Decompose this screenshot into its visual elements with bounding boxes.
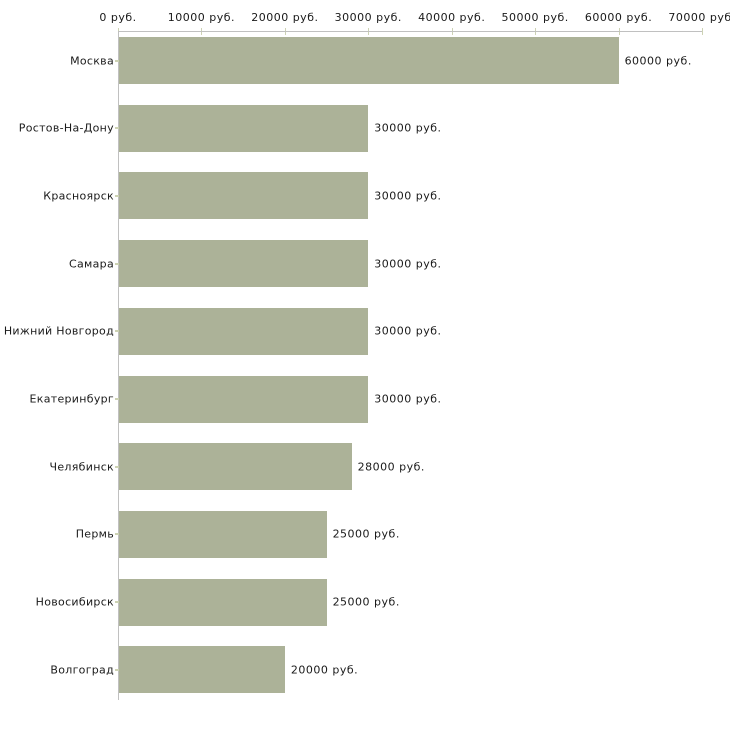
value-label: 28000 руб. <box>357 460 425 474</box>
category-label: Нижний Новгород <box>3 324 114 338</box>
category-tick-mark <box>115 668 120 671</box>
x-axis-tick-label: 0 руб. <box>99 11 137 24</box>
value-label: 25000 руб. <box>332 595 400 609</box>
category-label: Екатеринбург <box>29 392 114 406</box>
y-axis-line <box>118 31 119 700</box>
category-tick-mark <box>115 194 120 197</box>
category-label: Пермь <box>75 527 114 541</box>
category-tick-mark <box>115 262 120 265</box>
category-label: Челябинск <box>49 460 114 474</box>
bar <box>119 646 285 694</box>
category-tick-mark <box>115 330 120 333</box>
value-label: 30000 руб. <box>374 189 442 203</box>
x-axis-tick-label: 40000 руб. <box>418 11 486 24</box>
value-label: 20000 руб. <box>290 663 359 677</box>
category-label: Ростов-На-Дону <box>18 121 114 135</box>
x-axis-tick-mark <box>702 28 703 35</box>
x-axis-tick-label: 30000 руб. <box>334 11 402 24</box>
value-label: 30000 руб. <box>374 257 442 271</box>
x-axis-tick-label: 50000 руб. <box>501 11 569 24</box>
category-tick-mark <box>115 398 120 400</box>
value-label: 25000 руб. <box>332 527 400 541</box>
category-tick-mark <box>115 601 120 604</box>
x-axis-line <box>118 31 702 32</box>
value-label: 60000 руб. <box>624 54 692 67</box>
bar <box>119 37 619 84</box>
bar <box>119 510 327 558</box>
category-label: Волгоград <box>50 663 114 677</box>
category-label: Самара <box>69 257 114 271</box>
bar <box>119 443 352 491</box>
category-label: Новосибирск <box>35 595 114 609</box>
bar <box>119 307 369 355</box>
category-label: Красноярск <box>43 189 114 203</box>
value-label: 30000 руб. <box>374 392 442 406</box>
x-axis-tick-label: 20000 руб. <box>251 11 319 24</box>
category-tick-mark <box>115 465 120 468</box>
category-tick-mark <box>115 533 120 536</box>
category-label: Москва <box>70 54 114 67</box>
value-label: 30000 руб. <box>374 121 442 135</box>
category-tick-mark <box>115 127 120 130</box>
bar <box>119 375 369 423</box>
bar <box>119 172 369 220</box>
x-axis-tick-label: 70000 руб. <box>668 11 730 24</box>
bar <box>119 104 369 152</box>
bar <box>119 240 369 288</box>
value-label: 30000 руб. <box>374 324 442 338</box>
bar <box>119 578 327 626</box>
x-axis-tick-label: 10000 руб. <box>167 11 236 24</box>
x-axis-tick-label: 60000 руб. <box>584 11 653 24</box>
category-tick-mark <box>115 59 120 62</box>
